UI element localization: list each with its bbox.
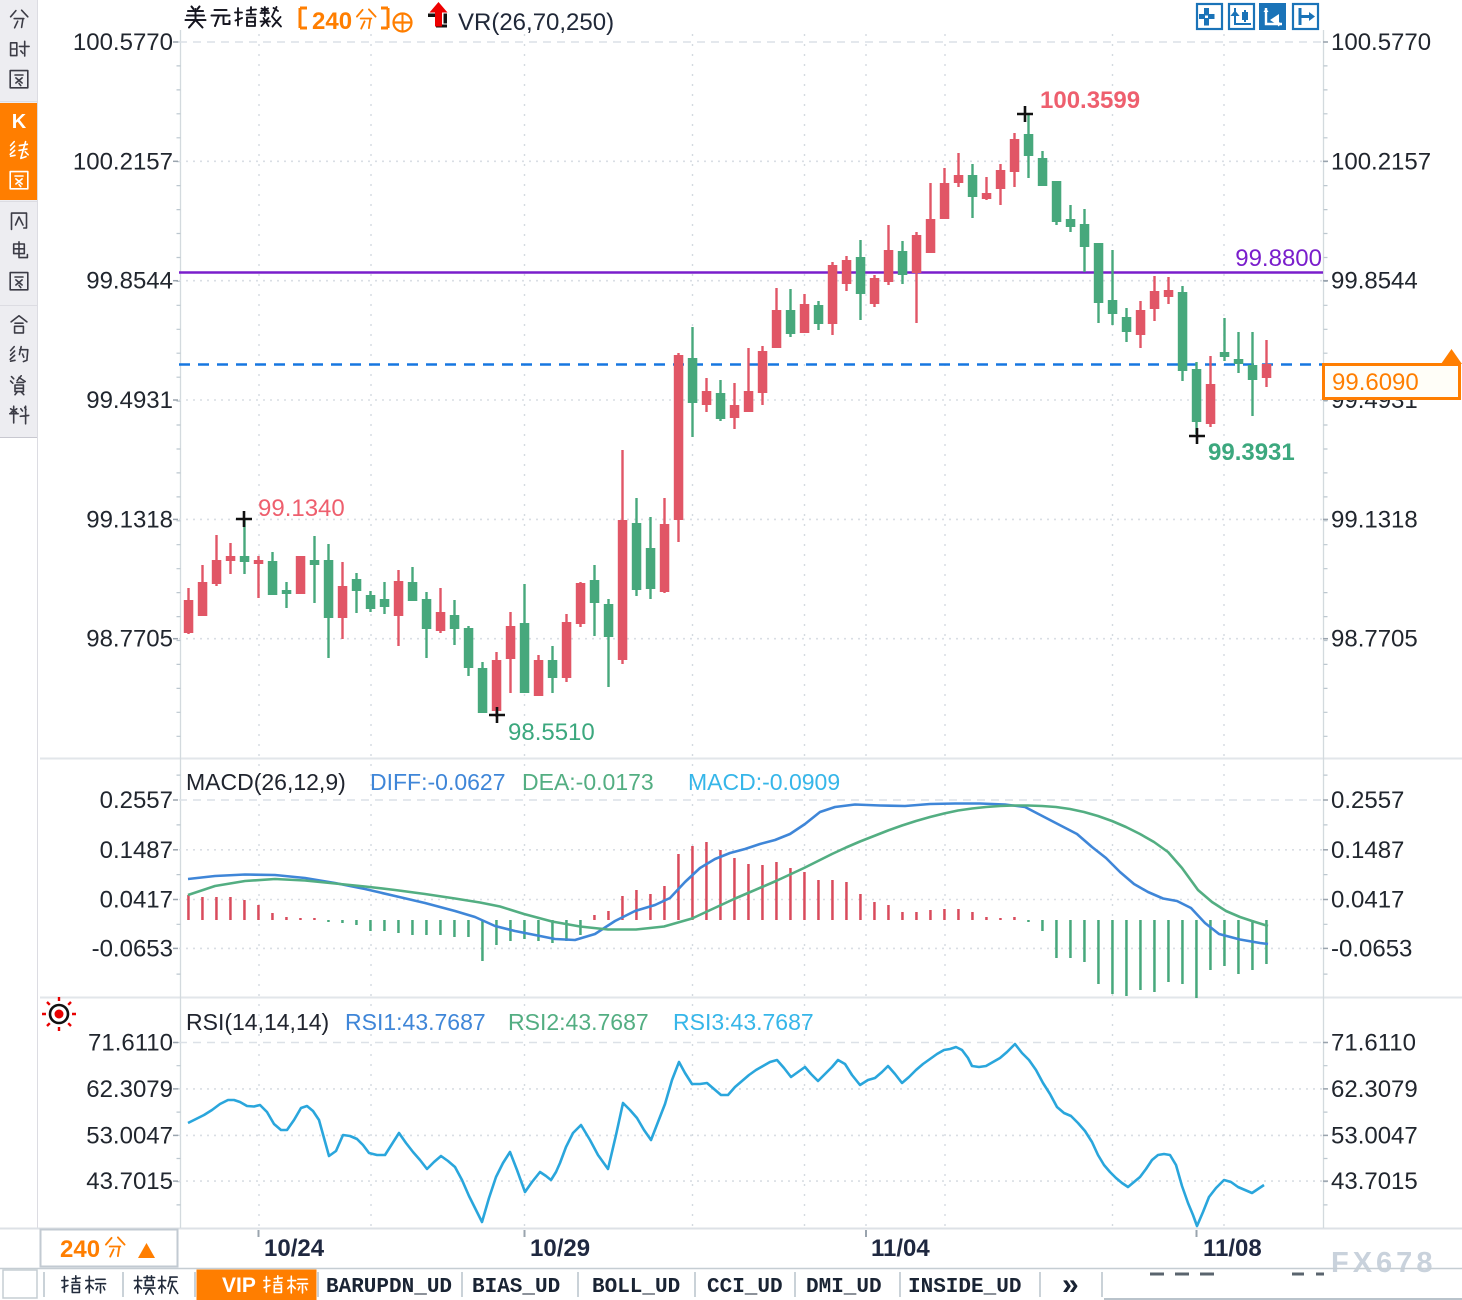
svg-text:98.5510: 98.5510 xyxy=(508,719,595,746)
svg-text:DMI_UD: DMI_UD xyxy=(806,1276,882,1299)
svg-text:62.3079: 62.3079 xyxy=(1331,1076,1418,1103)
svg-text:0.0417: 0.0417 xyxy=(100,887,173,914)
svg-text:-0.0653: -0.0653 xyxy=(92,935,173,962)
svg-text:»: » xyxy=(1062,1268,1079,1300)
svg-text:FX678: FX678 xyxy=(1331,1247,1436,1279)
svg-text:71.6110: 71.6110 xyxy=(88,1030,173,1057)
svg-text:10/24: 10/24 xyxy=(264,1235,325,1262)
svg-text:K: K xyxy=(12,111,27,133)
svg-text:53.0047: 53.0047 xyxy=(86,1122,173,1149)
svg-text:100.2157: 100.2157 xyxy=(1331,148,1431,175)
svg-text:100.5770: 100.5770 xyxy=(73,29,173,56)
svg-text:VR(26,70,250): VR(26,70,250) xyxy=(458,9,614,36)
svg-text:BARUPDN_UD: BARUPDN_UD xyxy=(326,1276,452,1299)
svg-text:RSI(14,14,14): RSI(14,14,14) xyxy=(186,1009,329,1035)
svg-text:0.0417: 0.0417 xyxy=(1331,887,1404,914)
svg-text:99.4931: 99.4931 xyxy=(86,387,173,414)
svg-text:99.8544: 99.8544 xyxy=(1331,268,1418,295)
svg-text:0.1487: 0.1487 xyxy=(100,837,173,864)
svg-text:99.1318: 99.1318 xyxy=(1331,506,1418,533)
svg-text:98.7705: 98.7705 xyxy=(1331,626,1418,653)
svg-text:INSIDE_UD: INSIDE_UD xyxy=(908,1276,1021,1299)
svg-text:99.8800: 99.8800 xyxy=(1235,245,1322,272)
svg-text:98.7705: 98.7705 xyxy=(86,626,173,653)
svg-text:MACD(26,12,9): MACD(26,12,9) xyxy=(186,769,346,795)
svg-text:240: 240 xyxy=(60,1236,100,1263)
svg-text:VIP: VIP xyxy=(222,1274,256,1297)
svg-text:240: 240 xyxy=(312,8,352,35)
svg-text:11/04: 11/04 xyxy=(871,1235,930,1262)
svg-text:43.7015: 43.7015 xyxy=(1331,1168,1418,1195)
svg-text:99.8544: 99.8544 xyxy=(86,268,173,295)
svg-text:10/29: 10/29 xyxy=(530,1235,590,1262)
svg-text:11/08: 11/08 xyxy=(1203,1235,1262,1262)
svg-text:53.0047: 53.0047 xyxy=(1331,1122,1418,1149)
svg-text:DIFF:-0.0627: DIFF:-0.0627 xyxy=(370,769,506,795)
svg-text:0.2557: 0.2557 xyxy=(100,787,173,814)
svg-text:RSI1:43.7687: RSI1:43.7687 xyxy=(345,1009,486,1035)
svg-text:BIAS_UD: BIAS_UD xyxy=(472,1276,560,1299)
svg-text:DEA:-0.0173: DEA:-0.0173 xyxy=(522,769,654,795)
svg-text:71.6110: 71.6110 xyxy=(1331,1030,1416,1057)
svg-text:99.6090: 99.6090 xyxy=(1332,369,1419,396)
svg-text:0.1487: 0.1487 xyxy=(1331,837,1404,864)
svg-text:43.7015: 43.7015 xyxy=(86,1168,173,1195)
svg-text:100.3599: 100.3599 xyxy=(1040,87,1140,114)
svg-text:100.2157: 100.2157 xyxy=(73,148,173,175)
svg-text:62.3079: 62.3079 xyxy=(86,1076,173,1103)
svg-text:CCI_UD: CCI_UD xyxy=(707,1276,783,1299)
svg-text:BOLL_UD: BOLL_UD xyxy=(592,1276,680,1299)
svg-text:RSI3:43.7687: RSI3:43.7687 xyxy=(673,1009,814,1035)
svg-text:MACD:-0.0909: MACD:-0.0909 xyxy=(688,769,840,795)
svg-text:100.5770: 100.5770 xyxy=(1331,29,1431,56)
svg-text:RSI2:43.7687: RSI2:43.7687 xyxy=(508,1009,649,1035)
svg-text:99.1340: 99.1340 xyxy=(258,495,345,522)
svg-text:99.1318: 99.1318 xyxy=(86,506,173,533)
svg-text:0.2557: 0.2557 xyxy=(1331,787,1404,814)
svg-text:99.3931: 99.3931 xyxy=(1208,439,1295,466)
svg-text:-0.0653: -0.0653 xyxy=(1331,935,1412,962)
